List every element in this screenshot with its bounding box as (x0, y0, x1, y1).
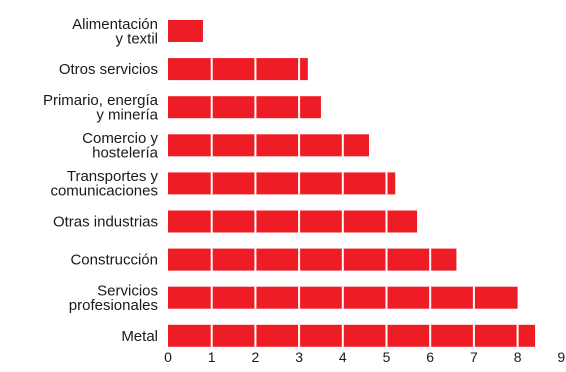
category-label-line: y textil (115, 30, 158, 47)
x-tick-label: 5 (383, 349, 391, 365)
bar-rect (168, 324, 536, 347)
bars (168, 20, 536, 347)
category-label: Otras industrias (53, 214, 158, 231)
category-label-line: Otros servicios (59, 61, 158, 78)
category-label-line: y minería (96, 106, 158, 123)
bar-rect (168, 58, 308, 81)
x-tick-label: 7 (470, 349, 478, 365)
category-label: Alimentación y textil (72, 16, 158, 48)
bar (168, 248, 457, 271)
category-label-line: Construcción (70, 252, 158, 269)
bar (168, 324, 536, 347)
category-label-line: Metal (121, 328, 158, 345)
category-label-line: Primario, energía (43, 92, 159, 109)
category-label: Primario, energía y minería (43, 92, 159, 124)
bar (168, 134, 370, 157)
x-tick-label: 1 (208, 349, 216, 365)
category-label: Otros servicios (59, 61, 158, 78)
category-label-line: comunicaciones (50, 183, 158, 200)
category-label: Servicios profesionales (69, 282, 158, 314)
category-label-line: Transportes y (67, 168, 159, 185)
category-label-line: Servicios (97, 282, 158, 299)
x-tick-label: 2 (252, 349, 260, 365)
bar (168, 96, 321, 119)
bar-rect (168, 20, 203, 42)
x-tick-label: 3 (295, 349, 303, 365)
x-tick-label: 6 (426, 349, 434, 365)
category-label-line: Otras industrias (53, 214, 158, 231)
bar (168, 20, 203, 42)
bar-rect (168, 96, 321, 119)
x-tick-label: 0 (164, 349, 172, 365)
bar-rect (168, 248, 457, 271)
category-label-line: hostelería (92, 145, 159, 162)
bar-rect (168, 134, 370, 157)
x-tick-label: 4 (339, 349, 347, 365)
category-label: Construcción (70, 252, 158, 269)
bar-rect (168, 172, 396, 195)
category-label: Comercio y hostelería (82, 130, 159, 162)
category-labels: Alimentación y textil Otros servicios Prima… (43, 16, 159, 345)
x-tick-label: 8 (514, 349, 522, 365)
x-tick-label: 9 (557, 349, 565, 365)
category-label: Metal (121, 328, 158, 345)
bar (168, 286, 518, 309)
category-label-line: Alimentación (72, 16, 158, 33)
category-label-line: profesionales (69, 297, 158, 314)
bar (168, 58, 308, 81)
x-axis-tick-labels: 0 1 2 3 4 5 6 7 8 9 (164, 349, 565, 365)
category-label: Transportes y comunicaciones (50, 168, 158, 200)
category-label-line: Comercio y (82, 130, 158, 147)
bar (168, 172, 396, 195)
bar (168, 210, 418, 233)
bar-rect (168, 210, 418, 233)
